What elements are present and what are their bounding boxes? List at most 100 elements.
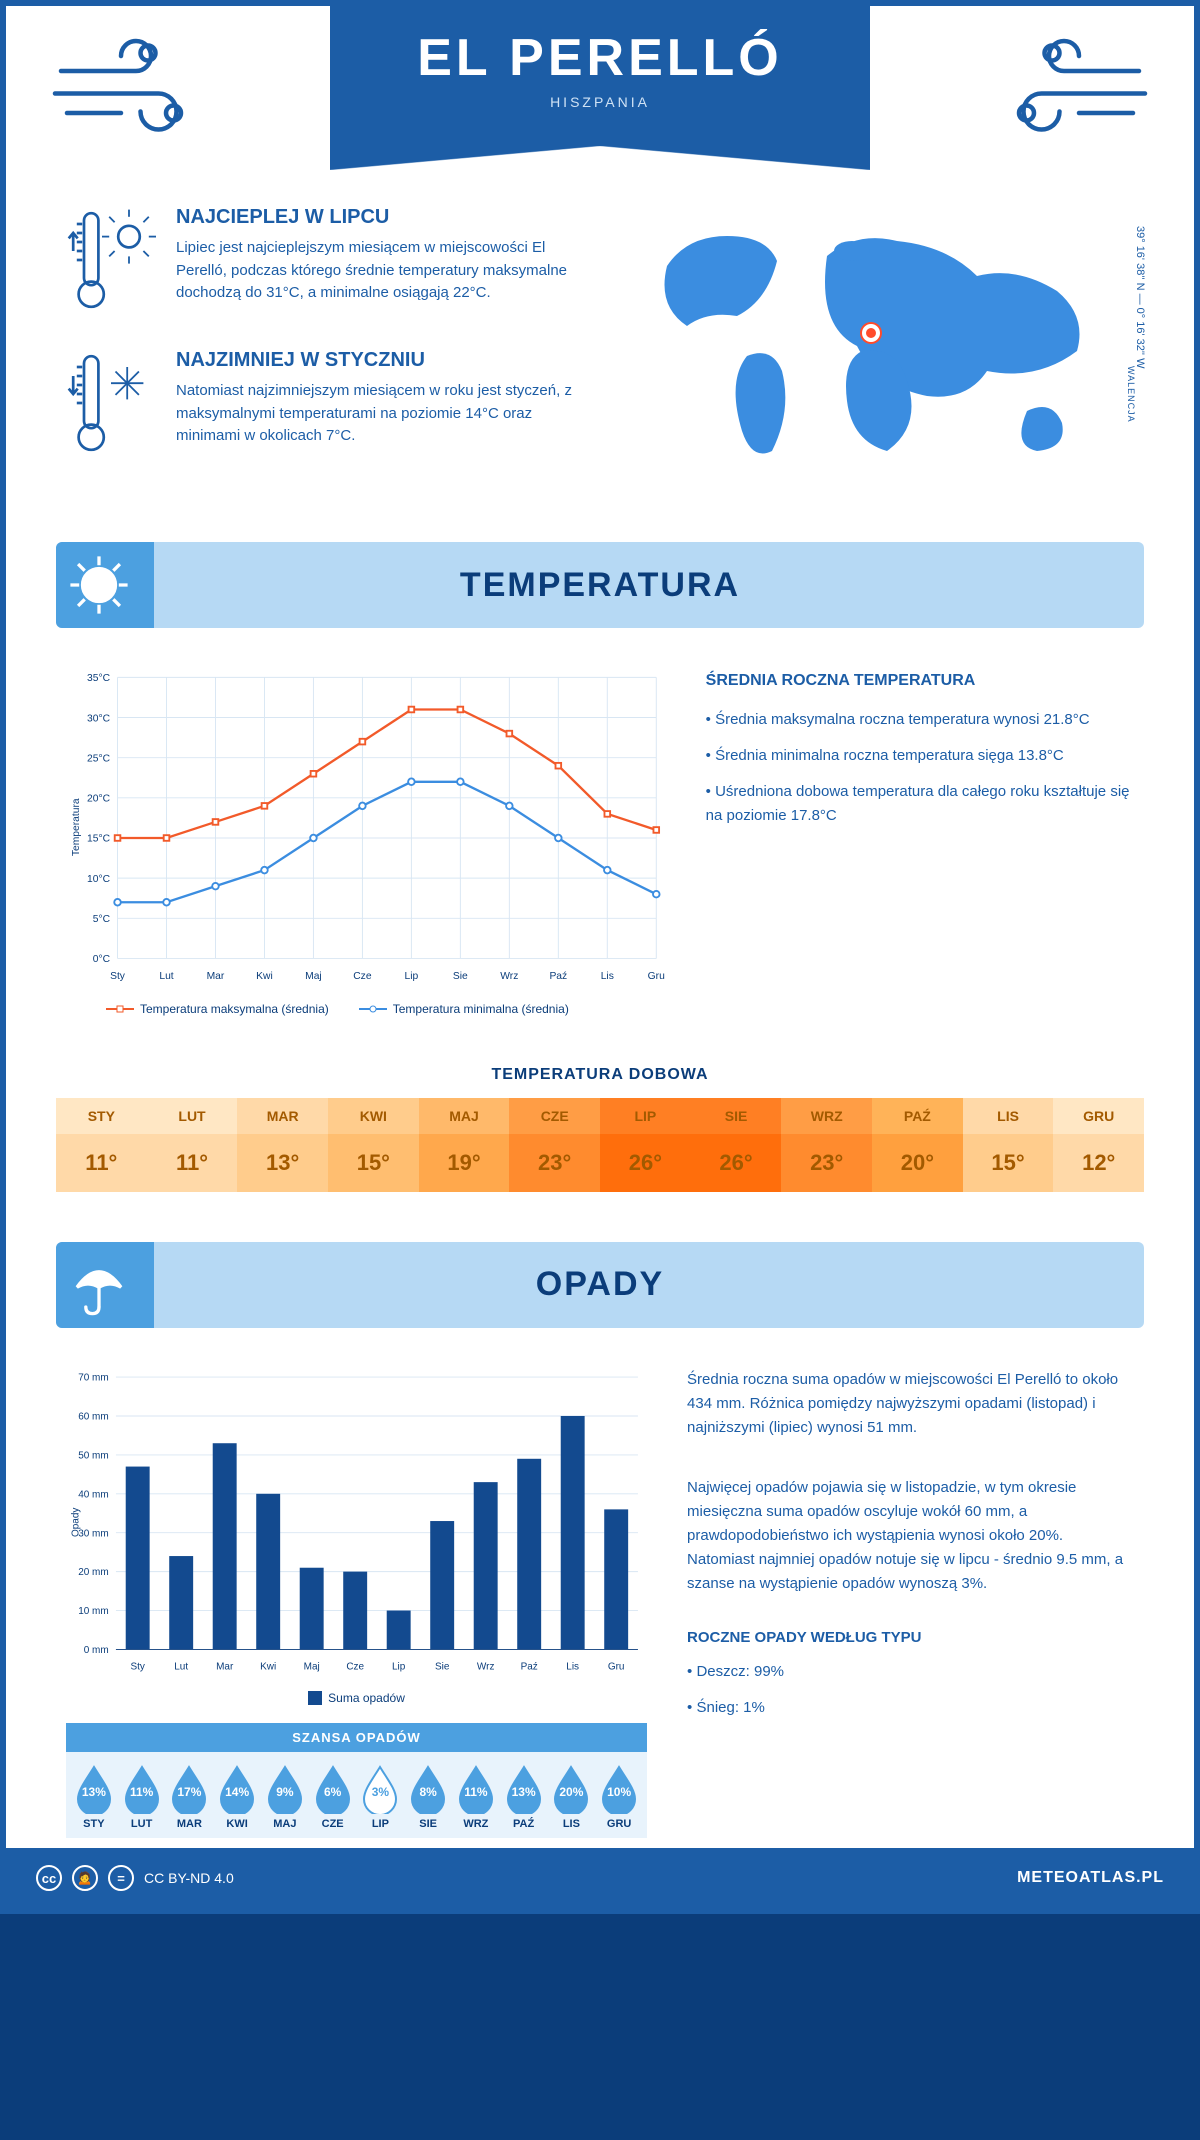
daily-month: LIS: [963, 1098, 1054, 1134]
svg-text:Kwi: Kwi: [260, 1661, 276, 1672]
daily-month: LUT: [147, 1098, 238, 1134]
daily-month: MAJ: [419, 1098, 510, 1134]
header-banner: EL PERELLÓ HISZPANIA: [6, 6, 1194, 186]
raindrop-icon: 14%: [217, 1764, 257, 1814]
daily-month: CZE: [509, 1098, 600, 1134]
svg-text:Gru: Gru: [608, 1661, 625, 1672]
daily-temperature-table: STY11°LUT11°MAR13°KWI15°MAJ19°CZE23°LIP2…: [56, 1098, 1144, 1192]
svg-text:70 mm: 70 mm: [78, 1372, 108, 1383]
temp-summary-heading: ŚREDNIA ROCZNA TEMPERATURA: [706, 668, 1134, 694]
svg-text:Mar: Mar: [207, 971, 225, 982]
chance-cell: 6% CZE: [309, 1764, 357, 1830]
svg-text:5°C: 5°C: [93, 914, 111, 925]
thermometer-sun-icon: [66, 206, 156, 319]
legend-max: Temperatura maksymalna (średnia): [140, 1002, 329, 1016]
svg-text:Lip: Lip: [392, 1661, 406, 1672]
daily-col: PAŹ20°: [872, 1098, 963, 1192]
svg-text:30 mm: 30 mm: [78, 1528, 108, 1539]
svg-text:Lut: Lut: [174, 1661, 188, 1672]
raindrop-icon: 3%: [360, 1764, 400, 1814]
chance-cell: 10%GRU: [595, 1764, 643, 1830]
svg-text:0 mm: 0 mm: [84, 1645, 109, 1656]
daily-col: MAR13°: [237, 1098, 328, 1192]
svg-text:10°C: 10°C: [87, 874, 111, 885]
temperature-chart: 0°C5°C10°C15°C20°C25°C30°C35°CStyLutMarK…: [66, 668, 666, 1016]
chance-cell: 13%STY: [70, 1764, 118, 1830]
page-title: EL PERELLÓ: [330, 28, 870, 88]
daily-value: 13°: [237, 1134, 328, 1192]
daily-month: SIE: [691, 1098, 782, 1134]
temperature-legend: Temperatura maksymalna (średnia) Tempera…: [66, 1002, 666, 1016]
fact-cold-title: NAJZIMNIEJ W STYCZNIU: [176, 349, 580, 372]
daily-value: 11°: [56, 1134, 147, 1192]
svg-text:Paź: Paź: [521, 1661, 538, 1672]
page: EL PERELLÓ HISZPANIA: [0, 0, 1200, 1914]
chance-month: MAJ: [261, 1818, 309, 1830]
svg-text:60 mm: 60 mm: [78, 1411, 108, 1422]
wind-icon: [46, 26, 196, 146]
svg-text:Cze: Cze: [346, 1661, 364, 1672]
chance-month: CZE: [309, 1818, 357, 1830]
svg-text:15°C: 15°C: [87, 834, 111, 845]
daily-value: 20°: [872, 1134, 963, 1192]
svg-text:Lip: Lip: [405, 971, 419, 982]
raindrop-icon: 6%: [313, 1764, 353, 1814]
svg-text:50 mm: 50 mm: [78, 1450, 108, 1461]
svg-text:Cze: Cze: [353, 971, 372, 982]
daily-month: GRU: [1053, 1098, 1144, 1134]
daily-value: 19°: [419, 1134, 510, 1192]
brand: METEOATLAS.PL: [1017, 1869, 1164, 1887]
umbrella-icon: [56, 1242, 154, 1328]
svg-text:Paź: Paź: [549, 971, 567, 982]
svg-text:Opady: Opady: [71, 1507, 82, 1536]
raindrop-icon: 11%: [122, 1764, 162, 1814]
precip-type-bullet: • Śnieg: 1%: [687, 1696, 1134, 1720]
section-title: TEMPERATURA: [56, 566, 1144, 605]
map-pin-icon: [862, 324, 880, 342]
title-tab: EL PERELLÓ HISZPANIA: [330, 6, 870, 146]
chance-month: LUT: [118, 1818, 166, 1830]
precipitation-chart: 0 mm10 mm20 mm30 mm40 mm50 mm60 mm70 mmO…: [66, 1368, 647, 1677]
daily-col: STY11°: [56, 1098, 147, 1192]
daily-col: LIP26°: [600, 1098, 691, 1192]
legend-min: Temperatura minimalna (średnia): [393, 1002, 569, 1016]
svg-text:20 mm: 20 mm: [78, 1567, 108, 1578]
raindrop-icon: 20%: [551, 1764, 591, 1814]
precipitation-block: 0 mm10 mm20 mm30 mm40 mm50 mm60 mm70 mmO…: [6, 1348, 1194, 1849]
svg-text:Temperatura: Temperatura: [71, 798, 82, 856]
chance-cell: 17%MAR: [166, 1764, 214, 1830]
svg-text:10 mm: 10 mm: [78, 1606, 108, 1617]
chance-cell: 14% KWI: [213, 1764, 261, 1830]
svg-text:Lut: Lut: [159, 971, 173, 982]
chance-cell: 13%PAŹ: [500, 1764, 548, 1830]
precip-summary: Średnia roczna suma opadów w miejscowośc…: [687, 1368, 1134, 1839]
nd-icon: =: [108, 1865, 134, 1891]
precip-p1: Średnia roczna suma opadów w miejscowośc…: [687, 1368, 1134, 1440]
wind-icon: [1004, 26, 1154, 146]
svg-text:20°C: 20°C: [87, 794, 111, 805]
daily-value: 15°: [328, 1134, 419, 1192]
svg-text:Lis: Lis: [566, 1661, 579, 1672]
fact-cold-text: Natomiast najzimniejszym miesiącem w rok…: [176, 380, 580, 448]
temp-bullet: • Średnia maksymalna roczna temperatura …: [706, 708, 1134, 732]
svg-text:Wrz: Wrz: [500, 971, 518, 982]
precip-type-bullet: • Deszcz: 99%: [687, 1660, 1134, 1684]
intro-row: NAJCIEPLEJ W LIPCU Lipiec jest najcieple…: [6, 186, 1194, 522]
chance-cell: 9%MAJ: [261, 1764, 309, 1830]
chance-month: LIS: [548, 1818, 596, 1830]
chance-cell: 11%WRZ: [452, 1764, 500, 1830]
sun-icon: [56, 542, 154, 628]
chance-month: KWI: [213, 1818, 261, 1830]
thermometer-snow-icon: [66, 349, 156, 462]
daily-month: STY: [56, 1098, 147, 1134]
raindrop-icon: 10%: [599, 1764, 639, 1814]
chance-month: SIE: [404, 1818, 452, 1830]
svg-text:Mar: Mar: [216, 1661, 234, 1672]
svg-text:Sty: Sty: [110, 971, 126, 982]
fact-hot-text: Lipiec jest najcieplejszym miesiącem w m…: [176, 237, 580, 305]
raindrop-icon: 17%: [169, 1764, 209, 1814]
daily-col: GRU12°: [1053, 1098, 1144, 1192]
chance-cell: 3%LIP: [357, 1764, 405, 1830]
raindrop-icon: 13%: [504, 1764, 544, 1814]
precip-p2: Najwięcej opadów pojawia się w listopadz…: [687, 1476, 1134, 1596]
